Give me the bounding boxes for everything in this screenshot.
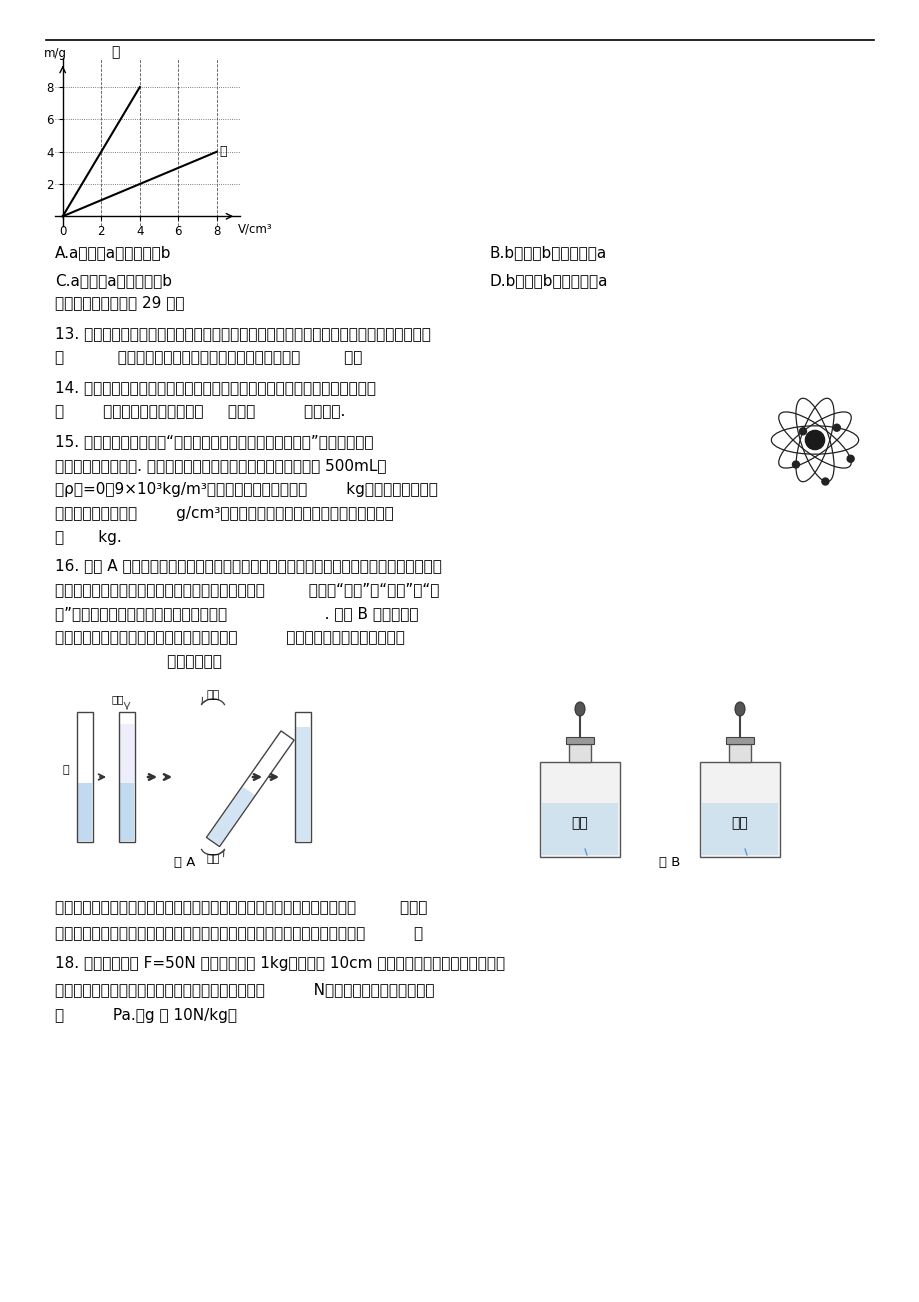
Text: 水: 水 xyxy=(62,766,69,776)
Text: 填空与作图题（共计 29 分）: 填空与作图题（共计 29 分） xyxy=(55,296,185,310)
Text: 在热水和冷水中滴入相同的红墨水，可以看到          水瓶中墨水扩散的快，这说明: 在热水和冷水中滴入相同的红墨水，可以看到 水瓶中墨水扩散的快，这说明 xyxy=(55,630,424,644)
Text: 由        和中子构成，其周围有带     电荷的          绕核运动.: 由 和中子构成，其周围有带 电荷的 绕核运动. xyxy=(55,404,345,419)
Ellipse shape xyxy=(574,702,584,716)
Text: （ρ酒=0．9×10³kg/m³），则它所装酒的质量为        kg，将酒倒出一半以: （ρ酒=0．9×10³kg/m³），则它所装酒的质量为 kg，将酒倒出一半以 xyxy=(55,482,437,497)
Text: 翻转: 翻转 xyxy=(206,690,220,700)
Bar xyxy=(78,783,92,841)
Bar xyxy=(295,712,311,842)
Circle shape xyxy=(833,424,839,431)
Text: 翻转: 翻转 xyxy=(206,854,220,865)
Polygon shape xyxy=(208,786,255,845)
Text: 图 B: 图 B xyxy=(659,855,680,868)
Text: 冷水: 冷水 xyxy=(731,816,747,829)
Bar xyxy=(699,762,779,857)
Bar xyxy=(296,727,310,841)
Circle shape xyxy=(821,478,828,486)
Bar xyxy=(701,803,777,855)
Circle shape xyxy=(799,428,806,435)
Text: 16. 如图 A 所示，在一端开口的玻璃管中倒入一半水然后再注入一半的酒精，将管口密封后: 16. 如图 A 所示，在一端开口的玻璃管中倒入一半水然后再注入一半的酒精，将管… xyxy=(55,559,441,573)
Bar xyxy=(728,743,750,762)
Text: 翳转让水和酒精充分混合，可以观察到混合液的体积         （选填“大于”、“小于”或“等: 翳转让水和酒精充分混合，可以观察到混合液的体积 （选填“大于”、“小于”或“等 xyxy=(55,582,439,598)
Bar xyxy=(539,762,619,857)
Text: 后，剩余酒的密度为        g/cm³；如果用此瓶装满水，则总质量比装满酒时: 后，剩余酒的密度为 g/cm³；如果用此瓶装满水，则总质量比装满酒时 xyxy=(55,506,393,521)
Text: D.b沉底，b受浮力大于a: D.b沉底，b受浮力大于a xyxy=(490,273,607,288)
Text: C.a沉底，a受浮力大于b: C.a沉底，a受浮力大于b xyxy=(55,273,172,288)
Text: 获得世博会两届金奖. 有一种精品五簮液，它的包装盒上标明容量 500mL，: 获得世博会两届金奖. 有一种精品五簮液，它的包装盒上标明容量 500mL， xyxy=(55,458,386,473)
Text: A.a漂浮，a受浮力大于b: A.a漂浮，a受浮力大于b xyxy=(55,245,171,260)
Bar xyxy=(77,712,93,842)
Ellipse shape xyxy=(734,702,744,716)
Text: m/g: m/g xyxy=(43,47,66,60)
Text: 用胶头滴管吸取化学药液时，先用手捧胶头排出里面的空气，松手后药液在         的作用: 用胶头滴管吸取化学药液时，先用手捧胶头排出里面的空气，松手后药液在 的作用 xyxy=(55,900,427,915)
Text: 跟温度有关。: 跟温度有关。 xyxy=(55,654,221,669)
Text: 甲: 甲 xyxy=(111,46,119,60)
Bar xyxy=(119,783,134,841)
Text: 下进入滴管；有些饮料瓶，其塑料盖的外缘有竖条纹，制作这些条纹的目的是          。: 下进入滴管；有些饮料瓶，其塑料盖的外缘有竖条纹，制作这些条纹的目的是 。 xyxy=(55,926,423,941)
Text: 热水: 热水 xyxy=(571,816,588,829)
Text: 15. 我国名酒五簮液素有“三杯下腹淥身爽，一滴氾层满口香”的赞誉，曾经: 15. 我国名酒五簮液素有“三杯下腹淥身爽，一滴氾层满口香”的赞誉，曾经 xyxy=(55,434,373,449)
Text: 该物体匀速下滑，则该物体受到竖直墙壁的摩擦力是          N，该物体对竖直墙壁的压强: 该物体匀速下滑，则该物体受到竖直墙壁的摩擦力是 N，该物体对竖直墙壁的压强 xyxy=(55,982,434,997)
Text: B.b漂浮，b受浮力大于a: B.b漂浮，b受浮力大于a xyxy=(490,245,607,260)
Text: 图 A: 图 A xyxy=(174,855,196,868)
Bar xyxy=(541,803,618,855)
Text: 乙: 乙 xyxy=(220,146,227,158)
Circle shape xyxy=(791,461,799,467)
Text: 于”）水和酒精的总体积，这一现象说明了                    . 如图 B 所示，分别: 于”）水和酒精的总体积，这一现象说明了 . 如图 B 所示，分别 xyxy=(55,605,418,621)
Text: 14. 各种原子都有相似的结构，如图所示为原子结构模型，原子中心的原子核: 14. 各种原子都有相似的结构，如图所示为原子结构模型，原子中心的原子核 xyxy=(55,380,376,395)
Bar xyxy=(119,724,134,783)
Text: V/cm³: V/cm³ xyxy=(238,223,272,236)
Text: 酒精: 酒精 xyxy=(111,694,124,704)
Text: 是          Pa.（g 取 10N/kg）: 是 Pa.（g 取 10N/kg） xyxy=(55,1008,237,1023)
Text: 18. 如图所示，用 F=50N 的力将质量为 1kg、边长为 10cm 的物体紧压在竖直的墙壁上，若: 18. 如图所示，用 F=50N 的力将质量为 1kg、边长为 10cm 的物体… xyxy=(55,956,505,971)
Circle shape xyxy=(804,431,823,449)
Text: 的           小；汽车轮胎用橡胶做成，这是利用了橡胶的         好。: 的 小；汽车轮胎用橡胶做成，这是利用了橡胶的 好。 xyxy=(55,350,362,365)
Text: 多       kg.: 多 kg. xyxy=(55,530,121,546)
Circle shape xyxy=(846,456,853,462)
Bar xyxy=(568,743,590,762)
Bar xyxy=(565,737,594,743)
Text: 13. 在抗洪抜险中，解放军战士穿的救生背心，夹层里面填充的是泡沫塑料块，这是利用它: 13. 在抗洪抜险中，解放军战士穿的救生背心，夹层里面填充的是泡沫塑料块，这是利… xyxy=(55,326,430,341)
Bar xyxy=(725,737,754,743)
Bar xyxy=(119,712,135,842)
